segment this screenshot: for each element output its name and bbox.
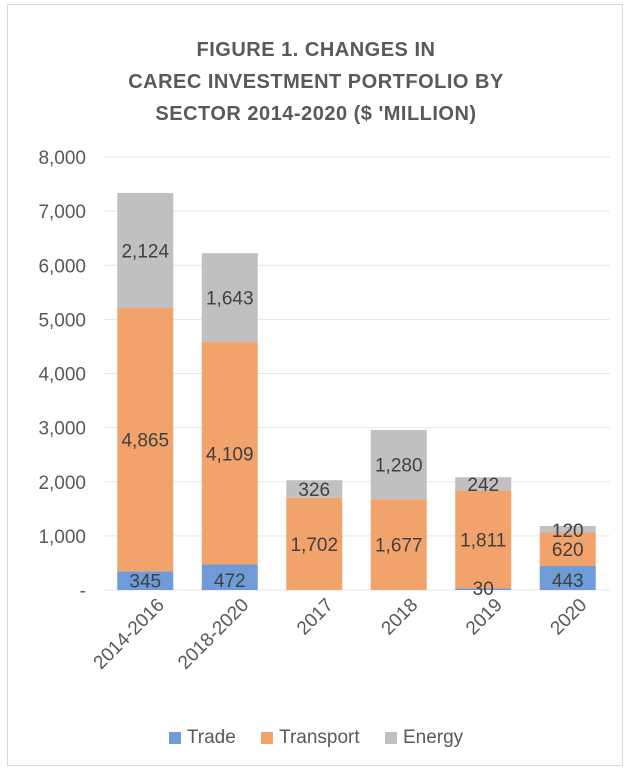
x-tick-label: 2018 bbox=[378, 595, 423, 640]
bar-transport-2018-2020 bbox=[201, 342, 258, 565]
y-tick-label: 3,000 bbox=[38, 419, 86, 440]
bar-trade-2018-2020 bbox=[201, 564, 258, 590]
bar-transport-2014-2016 bbox=[117, 308, 174, 572]
data-label-transport-2018: 1,677 bbox=[375, 536, 423, 557]
data-label-trade-2020: 443 bbox=[552, 571, 584, 592]
data-label-transport-2020: 620 bbox=[552, 540, 584, 561]
bar-energy-2018 bbox=[370, 429, 427, 500]
legend-item-trade: Trade bbox=[168, 727, 236, 749]
x-tick-label: 2019 bbox=[462, 595, 507, 640]
legend-swatch-energy bbox=[384, 732, 397, 744]
data-label-transport-2017: 1,702 bbox=[290, 535, 338, 556]
y-tick-label: 2,000 bbox=[38, 473, 86, 494]
bar-trade-2014-2016 bbox=[117, 571, 174, 590]
legend-item-transport: Transport bbox=[261, 727, 360, 749]
chart-legend: Trade Transport Energy bbox=[0, 727, 632, 750]
chart-title-line-3: SECTOR 2014-2020 ($ 'MILLION) bbox=[155, 103, 477, 125]
legend-label-transport: Transport bbox=[279, 727, 360, 748]
bar-energy-2018-2020 bbox=[201, 253, 258, 343]
data-label-energy-2014-2016: 2,124 bbox=[121, 242, 169, 263]
y-tick-label: 6,000 bbox=[38, 256, 86, 277]
bar-energy-2017 bbox=[286, 480, 343, 498]
chart-title-line-2: CAREC INVESTMENT PORTFOLIO BY bbox=[128, 71, 504, 93]
chart-title: FIGURE 1. CHANGES IN CAREC INVESTMENT PO… bbox=[0, 34, 632, 130]
chart-title-line-1: FIGURE 1. CHANGES IN bbox=[196, 39, 436, 61]
data-label-energy-2018-2020: 1,643 bbox=[206, 289, 254, 310]
y-tick-label: 7,000 bbox=[38, 202, 86, 223]
data-label-energy-2019: 242 bbox=[467, 475, 499, 496]
y-tick-label: 1,000 bbox=[38, 527, 86, 548]
x-tick-label: 2020 bbox=[547, 595, 592, 640]
legend-item-energy: Energy bbox=[384, 727, 464, 749]
chart-frame bbox=[7, 4, 623, 766]
bar-energy-2020 bbox=[539, 525, 596, 533]
bar-transport-2019 bbox=[455, 490, 512, 589]
x-tick-label: 2018-2020 bbox=[174, 595, 253, 674]
y-tick-label: 4,000 bbox=[38, 365, 86, 386]
data-label-trade-2014-2016: 345 bbox=[129, 572, 161, 593]
y-tick-label: 8,000 bbox=[38, 148, 86, 169]
bar-energy-2019 bbox=[455, 477, 512, 491]
y-tick-label: - bbox=[80, 581, 86, 602]
data-label-energy-2018: 1,280 bbox=[375, 456, 423, 477]
y-tick-label: 5,000 bbox=[38, 310, 86, 331]
data-label-transport-2014-2016: 4,865 bbox=[121, 431, 169, 452]
x-tick-label: 2014-2016 bbox=[90, 595, 169, 674]
data-label-trade-2019: 30 bbox=[473, 579, 494, 600]
bar-energy-2014-2016 bbox=[117, 193, 174, 309]
data-label-trade-2018-2020: 472 bbox=[214, 571, 246, 592]
legend-swatch-trade bbox=[168, 732, 181, 744]
data-label-transport-2019: 1,811 bbox=[460, 530, 506, 551]
bar-trade-2019 bbox=[455, 588, 512, 590]
data-label-transport-2018-2020: 4,109 bbox=[206, 444, 254, 465]
bar-transport-2020 bbox=[539, 532, 596, 567]
legend-label-trade: Trade bbox=[186, 727, 236, 748]
x-tick-label: 2017 bbox=[293, 595, 338, 640]
bar-transport-2018 bbox=[370, 499, 427, 590]
legend-label-energy: Energy bbox=[402, 727, 464, 748]
data-label-energy-2017: 326 bbox=[298, 480, 330, 501]
bar-transport-2017 bbox=[286, 497, 343, 590]
data-label-energy-2020: 120 bbox=[552, 521, 584, 542]
legend-swatch-transport bbox=[261, 732, 274, 744]
bar-trade-2020 bbox=[539, 566, 596, 590]
